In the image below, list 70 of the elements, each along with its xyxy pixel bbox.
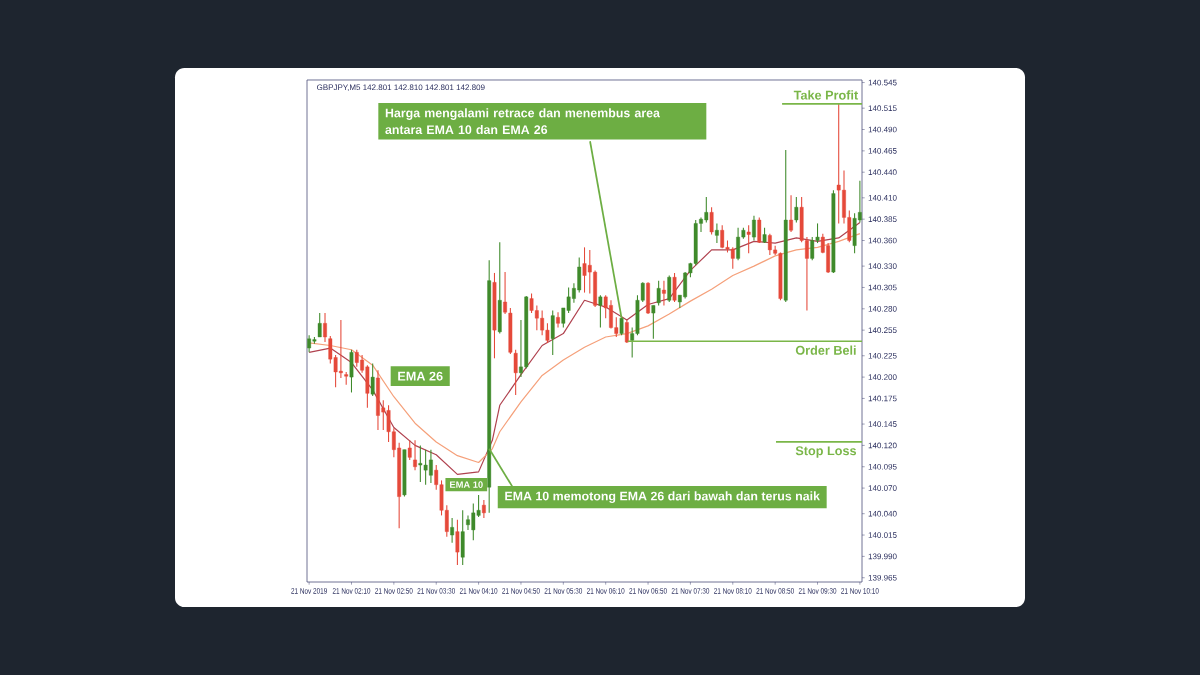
y-tick-label: 140.515 [868,105,897,112]
candlestick [450,517,454,544]
candlestick [709,206,714,236]
annotation: Harga mengalami retrace dan menembus area antara EMA 10 dan EMA 26 [385,108,661,135]
candlestick [323,312,327,343]
y-tick-label: 140.385 [868,216,897,222]
candlestick [317,312,322,338]
candlestick [624,319,629,344]
y-tick-label: 140.545 [868,79,897,86]
y-tick-label: 140.145 [868,421,897,427]
y-tick-label: 140.280 [868,305,897,312]
y-tick-label: 140.465 [868,148,897,154]
x-tick-label: 21 Nov 03:30 [417,588,455,594]
y-tick-label: 140.305 [868,284,897,291]
series-label: EMA 26 [398,371,443,381]
candlestick [598,294,603,329]
candlestick [455,519,460,566]
annotation: GBPJPY,M5 142.801 142.810 142.801 142.809 [316,84,485,92]
candlestick [651,304,656,340]
x-tick-label: 21 Nov 2019 [291,588,327,594]
y-tick-label: 139.965 [868,574,897,581]
y-tick-label: 140.095 [868,463,897,470]
x-tick-label: 21 Nov 08:10 [714,588,752,594]
y-tick-label: 140.175 [868,395,897,402]
candlestick [413,439,417,471]
x-tick-label: 21 Nov 06:10 [586,588,625,594]
candlestick [550,309,555,356]
annotation: EMA 10 memotong EMA 26 dari bawah dan terus naik [505,491,820,503]
x-tick-label: 21 Nov 10:10 [841,588,879,594]
x-tick-label: 21 Nov 06:50 [629,588,667,594]
candlestick [513,349,518,396]
candlestick [789,194,793,233]
y-tick-label: 140.120 [868,442,897,449]
series-label: EMA 10 [450,481,483,488]
ref-line-label: Take Profit [793,90,859,100]
candlestick [672,272,677,303]
candlestick [752,215,756,242]
ref-line-label: Order Beli [795,345,856,355]
candlestick [667,274,672,303]
y-tick-label: 140.330 [868,263,897,269]
y-tick-label: 139.990 [868,553,897,560]
candlestick [662,280,666,306]
x-tick-label: 21 Nov 02:50 [375,588,413,594]
candlestick [715,222,719,244]
candlestick [656,280,661,306]
y-tick-label: 140.015 [868,532,897,538]
candlestick [481,499,486,519]
y-tick-label: 140.200 [868,374,897,380]
candlestick [794,196,799,224]
y-tick-label: 140.040 [868,510,897,517]
x-tick-label: 21 Nov 05:30 [544,588,583,594]
y-tick-label: 140.070 [868,485,897,491]
candlestick [370,362,375,397]
y-tick-label: 140.490 [868,126,897,133]
x-tick-label: 21 Nov 02:10 [332,588,371,594]
x-tick-label: 21 Nov 04:10 [459,588,498,594]
candlestick [407,439,412,461]
x-tick-label: 21 Nov 09:30 [798,588,837,594]
candlestick [556,311,560,329]
candlestick [757,216,762,244]
x-tick-label: 21 Nov 04:50 [502,588,540,594]
x-tick-label: 21 Nov 08:50 [756,588,794,594]
y-tick-label: 140.255 [868,327,897,333]
y-tick-label: 140.410 [868,194,897,201]
x-tick-label: 21 Nov 07:30 [671,588,710,594]
y-tick-label: 140.225 [868,352,897,359]
y-tick-label: 140.440 [868,169,897,176]
y-tick-label: 140.360 [868,237,897,244]
ref-line-label: Stop Loss [795,446,857,458]
candlestick [746,224,751,254]
